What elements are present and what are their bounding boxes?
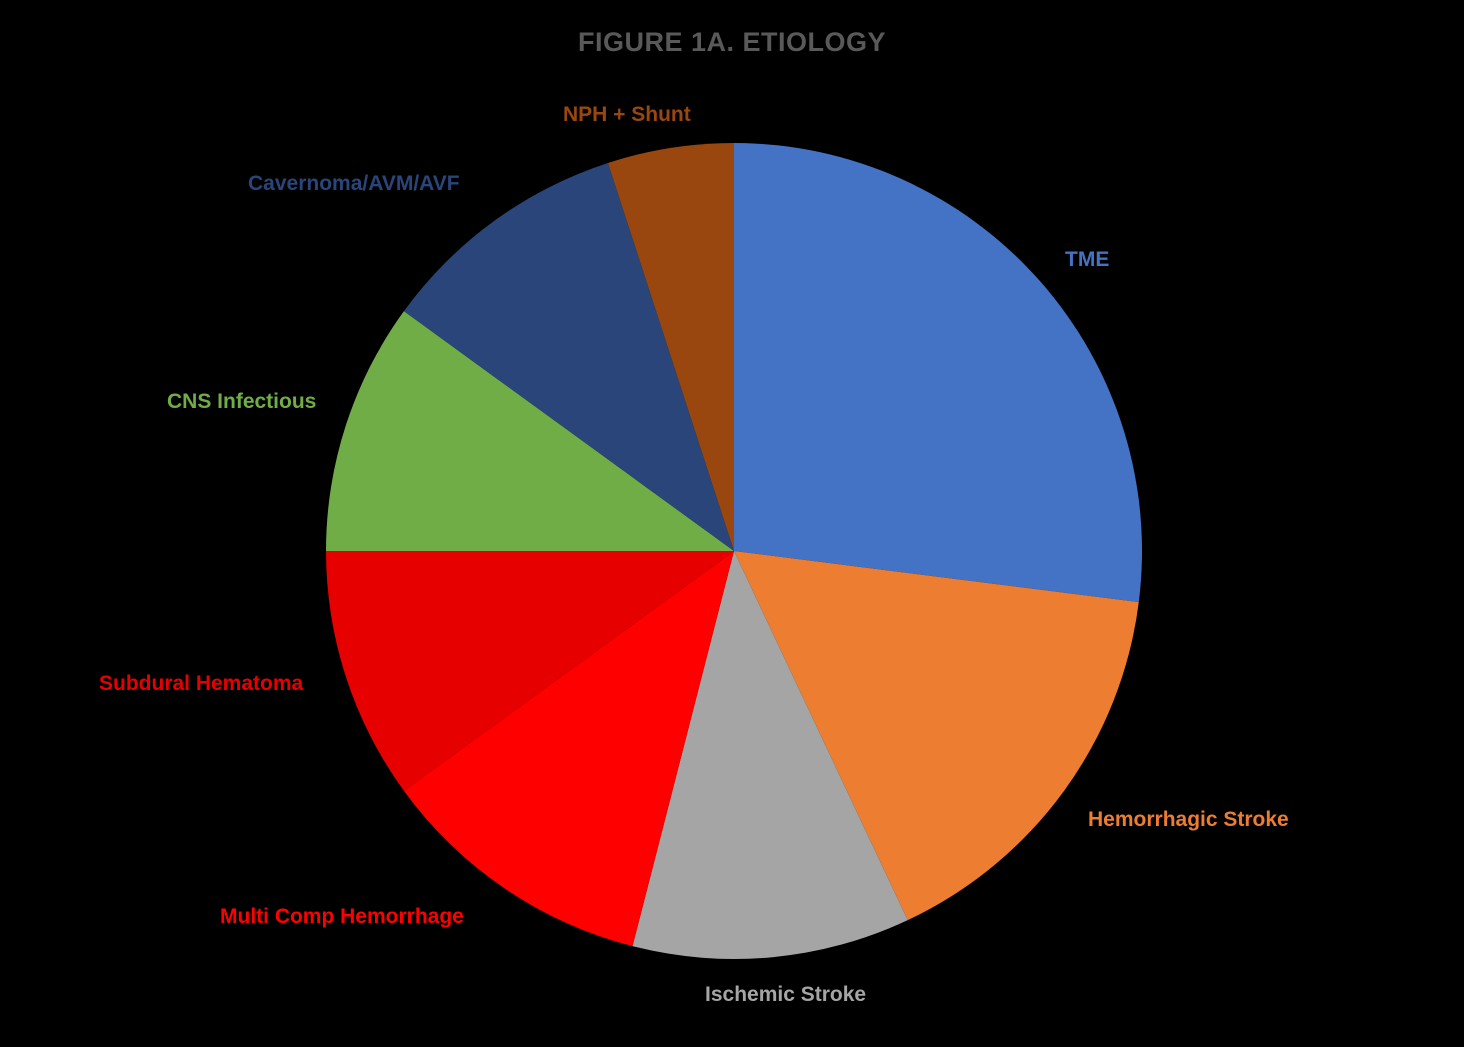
- slice-label-cns-infectious: CNS Infectious: [167, 390, 317, 413]
- chart-title: FIGURE 1A. ETIOLOGY: [577, 27, 887, 57]
- slice-label-ischemic-stroke: Ischemic Stroke: [705, 983, 867, 1006]
- pie-slice-3: [403, 551, 734, 947]
- pie-slice-6: [403, 162, 734, 551]
- slice-label-hemorrhagic-stroke: Hemorrhagic Stroke: [1088, 808, 1289, 831]
- slice-label-cavernoma-avm-avf: Cavernoma/AVM/AVF: [248, 172, 460, 195]
- pie-slice-2: [632, 551, 908, 959]
- pie-slice-7: [607, 143, 734, 551]
- slice-label-tme: TME: [1065, 248, 1110, 271]
- slice-label-subdural-hematoma: Subdural Hematoma: [99, 672, 304, 695]
- pie-slice-4: [326, 551, 734, 791]
- pie-slice-0: [734, 143, 1142, 603]
- pie-slice-5: [326, 311, 734, 551]
- slice-label-nph-shunt: NPH + Shunt: [563, 103, 691, 126]
- pie-slice-1: [734, 551, 1139, 921]
- slice-label-multi-comp-hemorrhage: Multi Comp Hemorrhage: [220, 905, 464, 928]
